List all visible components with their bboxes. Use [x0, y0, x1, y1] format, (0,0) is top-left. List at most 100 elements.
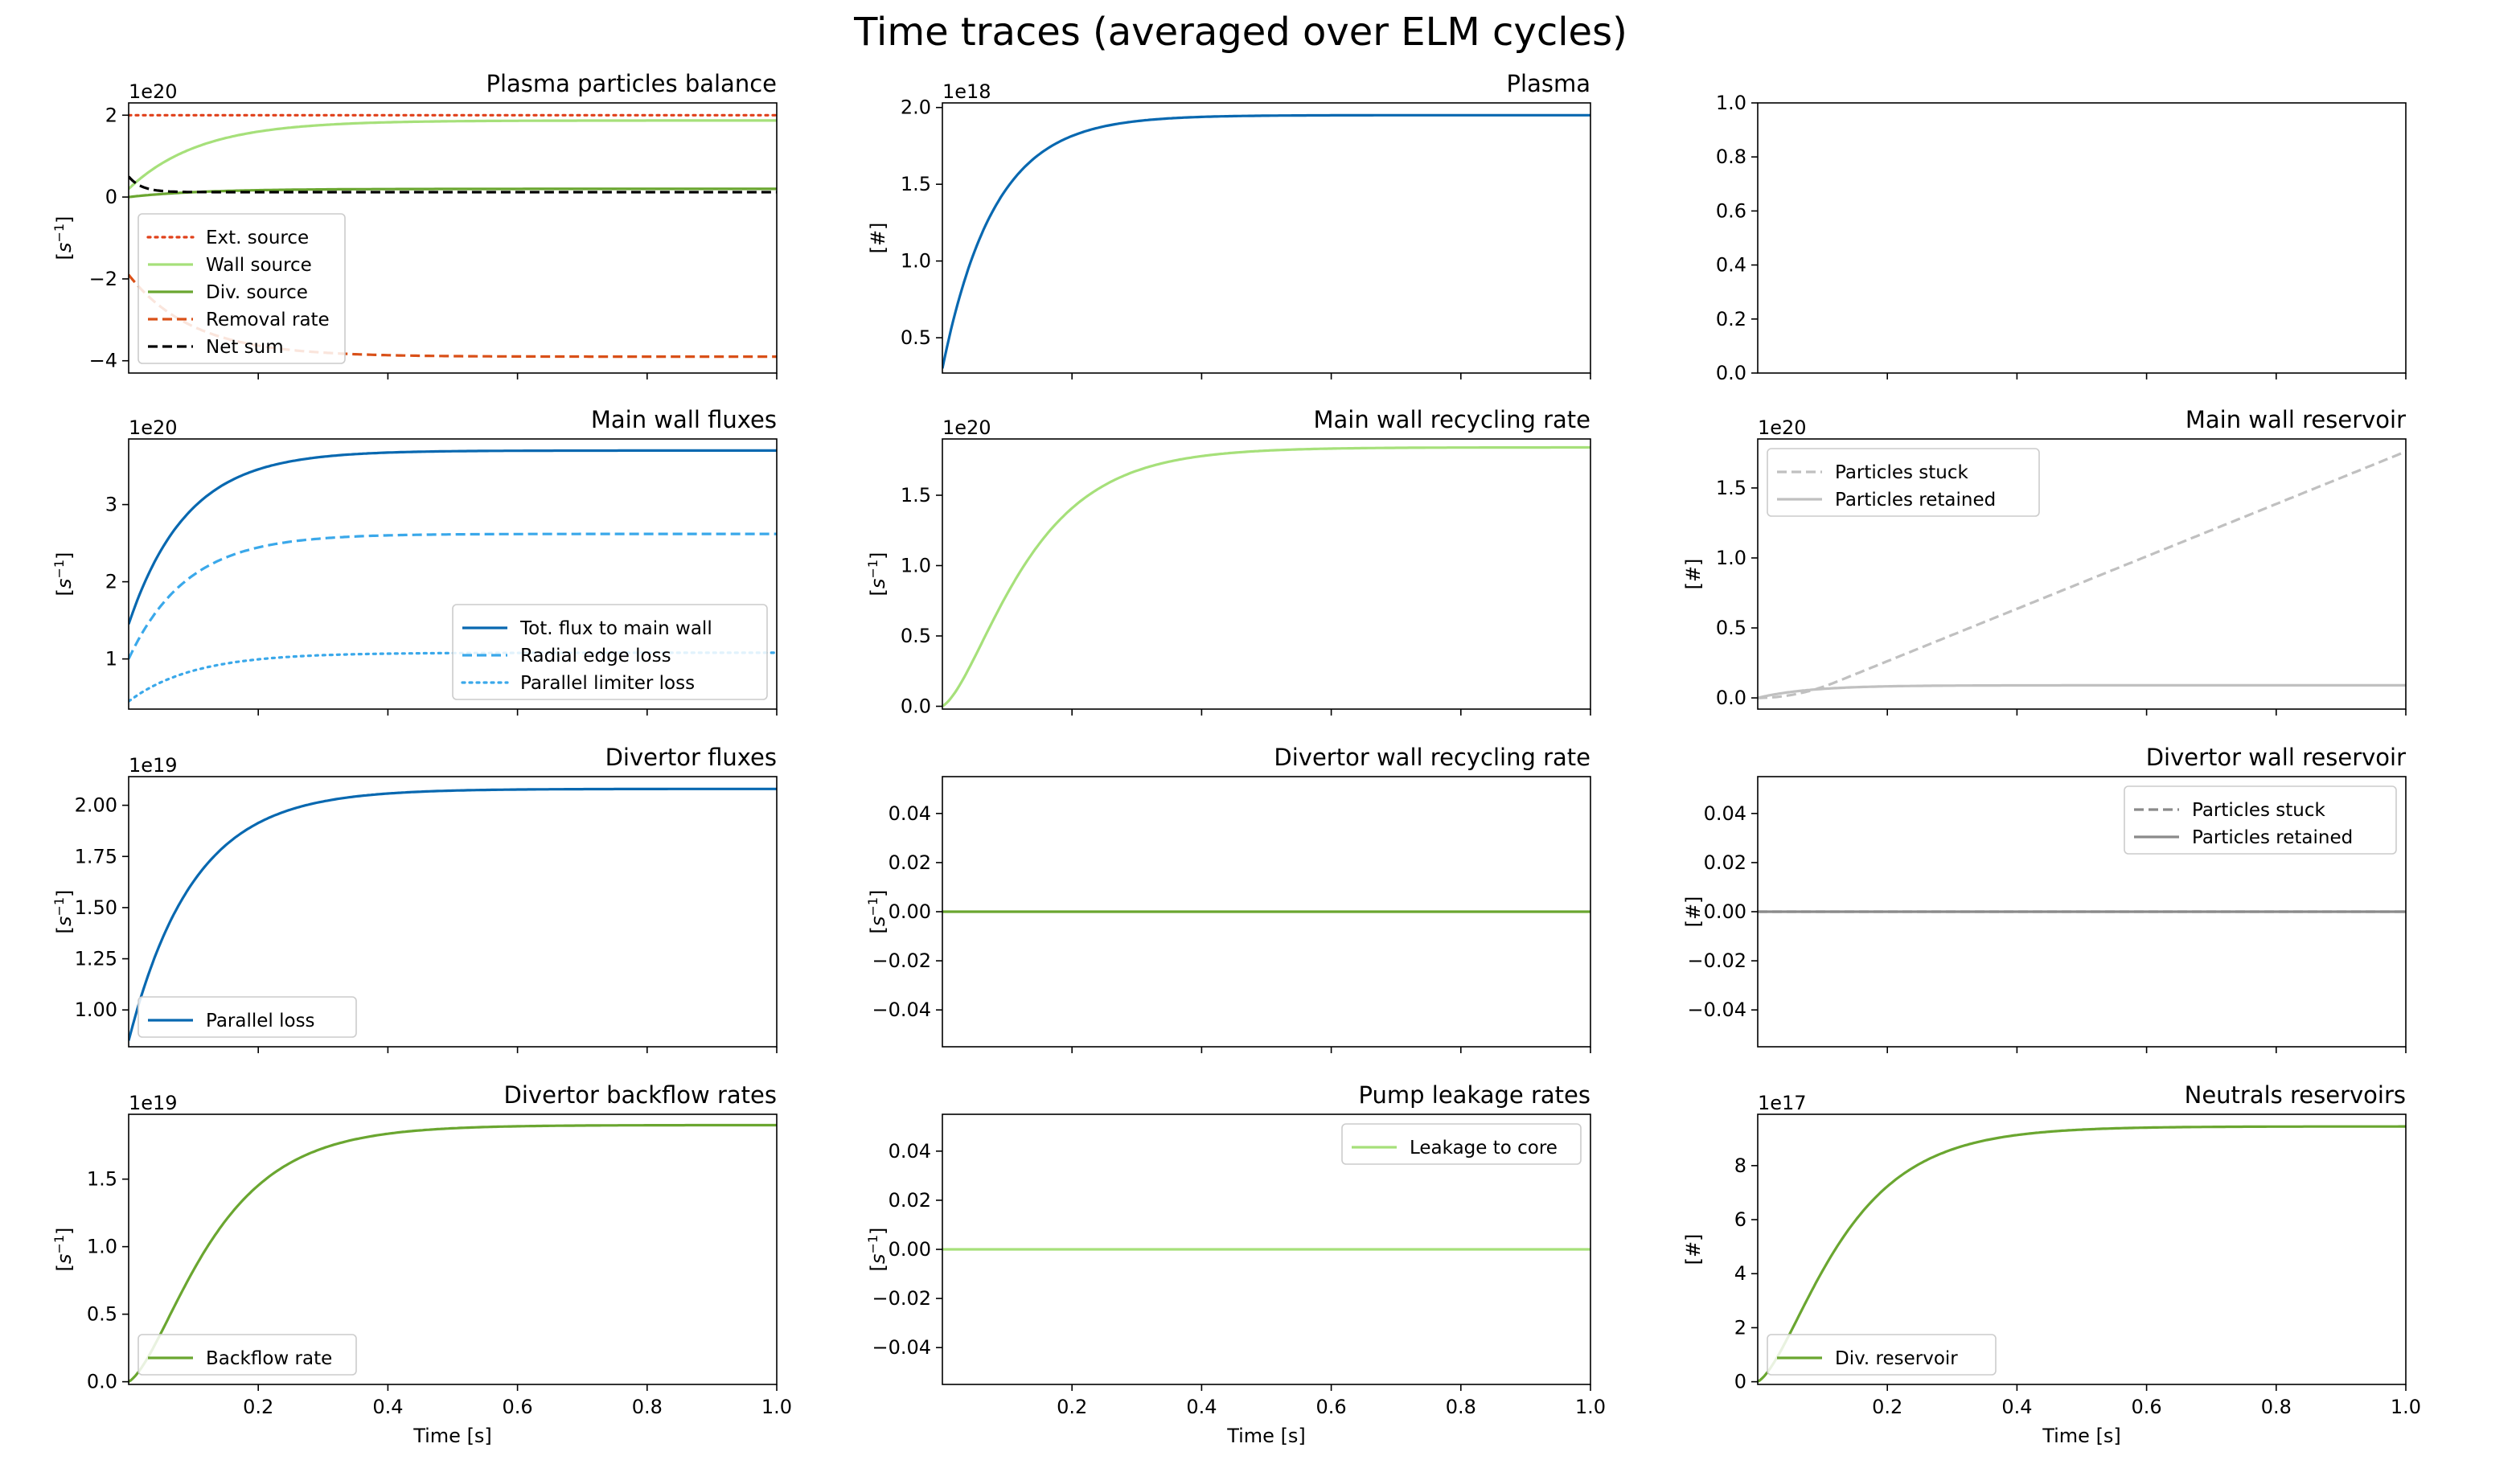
y-tick-label: 1.0: [901, 250, 931, 273]
y-tick-label: 0: [105, 186, 117, 208]
x-tick-label: 1.0: [1575, 1396, 1606, 1418]
series-line-main: [942, 113, 1590, 369]
y-tick-label: −0.02: [1687, 949, 1746, 972]
legend-entry-label: Leakage to core: [1410, 1138, 1558, 1159]
series-line-tot-flux-to-main-wall: [129, 449, 777, 625]
axes-frame: [128, 1113, 778, 1385]
y-axis-label: [s−1]: [865, 890, 889, 934]
x-tick-label: 0.2: [1057, 1396, 1087, 1418]
y-offset-text: 1e17: [1758, 1092, 1807, 1114]
y-tick-label: 2: [105, 104, 117, 126]
series-line-particles-retained: [1758, 683, 2406, 699]
subplot-title: Pump leakage rates: [1359, 1081, 1590, 1109]
legend: Particles stuck Particles retained: [1767, 448, 2040, 517]
legend-entry-label: Parallel limiter loss: [520, 673, 695, 694]
y-tick-label: 0.00: [889, 1238, 931, 1261]
legend-entry-label: Wall source: [206, 255, 312, 276]
y-tick-label: 2: [1734, 1316, 1746, 1339]
axes-frame: [1757, 102, 2407, 374]
subplot-4: 1 2 3 Main wall fluxes 1e20 [s−1] Tot. flux to…: [51, 406, 778, 716]
y-tick-label: 2.00: [75, 794, 117, 817]
legend-entry-label: Particles stuck: [1835, 462, 1968, 483]
y-tick-label: 0.2: [1716, 308, 1746, 330]
x-axis-label: Time [s]: [412, 1425, 492, 1447]
x-tick-label: 0.6: [503, 1396, 533, 1418]
y-axis-label: [s−1]: [51, 216, 76, 260]
y-tick-label: 0.02: [1704, 851, 1746, 874]
legend-frame: [137, 996, 357, 1038]
x-tick-label: 0.8: [2261, 1396, 2292, 1418]
y-axis-label: [s−1]: [51, 552, 76, 597]
subplot-title: Main wall reservoir: [2186, 406, 2406, 433]
y-tick-label: −2: [89, 268, 117, 290]
y-offset-text: 1e19: [129, 1092, 178, 1114]
y-axis-label: [#]: [1682, 559, 1705, 590]
axes-frame: [128, 438, 778, 710]
y-tick-label: 0.5: [901, 326, 931, 349]
legend-entry-label: Backflow rate: [206, 1348, 332, 1369]
subplot-title: Main wall fluxes: [591, 406, 777, 433]
y-tick-label: 1.5: [87, 1168, 117, 1191]
y-axis-label: [#]: [867, 223, 889, 254]
y-tick-label: 0.6: [1716, 199, 1746, 222]
subplot-9: −0.04 −0.02 0.00 0.02 0.04 Divertor wall rese…: [1682, 744, 2407, 1053]
subplot-6: 0.0 0.5 1.0 1.5 Main wall reservoir 1e20 [#] Pa…: [1682, 406, 2407, 716]
y-tick-label: 1: [105, 648, 117, 671]
subplot-11: −0.04 −0.02 0.00 0.02 0.04 0.2 0.4 0.6 0.8 1.0 Tim…: [865, 1081, 1606, 1447]
axes-frame: [1757, 1113, 2407, 1385]
x-tick-label: 0.4: [2001, 1396, 2032, 1418]
y-tick-label: 6: [1734, 1208, 1746, 1231]
y-axis-label: [s−1]: [865, 552, 889, 597]
series-line-backflow-rate: [129, 1123, 777, 1383]
y-tick-label: 1.00: [75, 999, 117, 1021]
y-tick-label: 8: [1734, 1154, 1746, 1177]
legend-entry-label: Particles stuck: [2192, 800, 2325, 821]
series-line-net-sum: [129, 175, 777, 194]
y-tick-label: −0.04: [872, 1336, 931, 1359]
legend-entry-label: Parallel loss: [206, 1011, 315, 1031]
subplot-title: Plasma: [1507, 70, 1590, 97]
y-tick-label: 0.0: [87, 1371, 117, 1393]
y-tick-label: 2.0: [901, 96, 931, 119]
y-tick-label: 4: [1734, 1262, 1746, 1285]
subplot-grid: −4 −2 0 2 Plasma particles balance 1e20 [s−1] E…: [51, 70, 2421, 1447]
y-tick-label: 1.5: [901, 173, 931, 195]
y-tick-label: 0.00: [1704, 900, 1746, 923]
y-axis-label: [s−1]: [51, 890, 76, 934]
y-tick-label: 1.0: [1716, 547, 1746, 569]
axes-frame: [128, 102, 778, 374]
y-tick-label: 0.04: [1704, 802, 1746, 825]
subplot-title: Divertor wall reservoir: [2146, 744, 2406, 771]
y-tick-label: 0.5: [901, 625, 931, 647]
legend-frame: [1767, 1334, 1997, 1376]
legend-entry-label: Radial edge loss: [520, 646, 671, 666]
y-tick-label: 0.5: [87, 1303, 117, 1326]
legend: Backflow rate: [137, 1334, 357, 1376]
legend-entry-label: Tot. flux to main wall: [519, 618, 712, 639]
y-tick-label: 1.5: [901, 484, 931, 506]
y-tick-label: 0.0: [901, 695, 931, 718]
y-tick-label: 1.0: [1716, 92, 1746, 114]
figure-suptitle: Time traces (averaged over ELM cycles): [853, 10, 1627, 55]
y-offset-text: 1e18: [942, 80, 991, 103]
x-tick-label: 1.0: [2391, 1396, 2421, 1418]
subplot-10: 0.0 0.5 1.0 1.5 0.2 0.4 0.6 0.8 1.0 Time [s] Diver…: [51, 1081, 792, 1447]
y-axis-label: [s−1]: [865, 1228, 889, 1272]
y-tick-label: 1.0: [901, 555, 931, 577]
series-line-parallel-loss: [129, 787, 777, 1041]
subplot-5: 0.0 0.5 1.0 1.5 Main wall recycling rate 1e20…: [865, 406, 1591, 718]
legend: Div. reservoir: [1767, 1334, 1997, 1376]
axes-frame: [942, 102, 1591, 374]
legend-frame: [137, 1334, 357, 1376]
y-tick-label: 1.5: [1716, 477, 1746, 499]
y-axis-label: [s−1]: [51, 1228, 76, 1272]
subplot-title: Divertor backflow rates: [504, 1081, 777, 1109]
legend-entry-label: Ext. source: [206, 228, 309, 248]
legend-entry-label: Removal rate: [206, 310, 330, 330]
y-tick-label: 0.8: [1716, 146, 1746, 168]
y-offset-text: 1e20: [1758, 416, 1807, 439]
subplot-1: −4 −2 0 2 Plasma particles balance 1e20 [s−1] E…: [51, 70, 778, 379]
subplot-title: Neutrals reservoirs: [2185, 1081, 2406, 1109]
legend: Leakage to core: [1341, 1123, 1582, 1165]
y-tick-label: 0.04: [889, 802, 931, 825]
